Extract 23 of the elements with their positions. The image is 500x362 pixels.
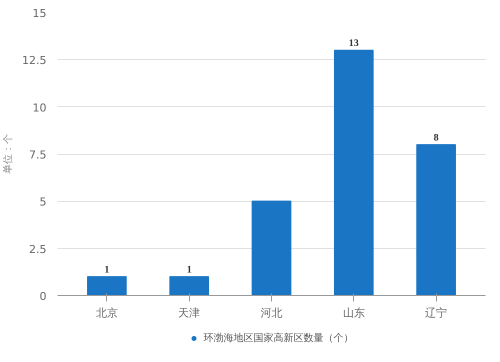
y-tick-label: 12.5 [22, 54, 47, 68]
data-label: 1 [104, 264, 110, 276]
bar [334, 50, 374, 296]
bar [416, 144, 456, 296]
x-tick-label: 河北 [260, 306, 282, 320]
data-label: 1 [186, 264, 192, 276]
bar [252, 200, 292, 296]
x-tick-label: 辽宁 [425, 306, 448, 320]
y-axis-title: 单位：个 [2, 134, 14, 174]
y-tick-label: 7.5 [29, 148, 47, 162]
legend-label: 环渤海地区国家高新区数量（个） [204, 332, 354, 345]
y-tick-label: 5 [40, 196, 46, 209]
bar [87, 276, 127, 296]
bar [169, 276, 210, 296]
x-tick-label: 山东 [342, 306, 365, 320]
x-tick-label: 北京 [96, 306, 118, 320]
y-tick-label: 0 [40, 290, 46, 303]
y-tick-label: 15 [32, 7, 47, 20]
data-label: 13 [348, 38, 359, 50]
y-tick-label: 10 [32, 101, 47, 114]
y-tick-label: 2.5 [29, 242, 47, 256]
x-tick-label: 天津 [178, 306, 200, 320]
data-label: 8 [434, 132, 439, 144]
